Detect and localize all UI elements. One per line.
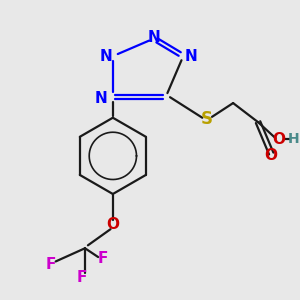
Text: F: F xyxy=(77,270,87,285)
Text: N: N xyxy=(99,49,112,64)
Text: F: F xyxy=(46,257,56,272)
Text: O: O xyxy=(265,148,278,163)
Text: N: N xyxy=(94,91,107,106)
Text: S: S xyxy=(201,110,213,128)
Text: N: N xyxy=(148,30,160,45)
Text: N: N xyxy=(184,49,197,64)
Text: H: H xyxy=(287,132,299,146)
Text: O: O xyxy=(272,132,285,147)
Text: O: O xyxy=(106,217,119,232)
Text: F: F xyxy=(98,251,108,266)
